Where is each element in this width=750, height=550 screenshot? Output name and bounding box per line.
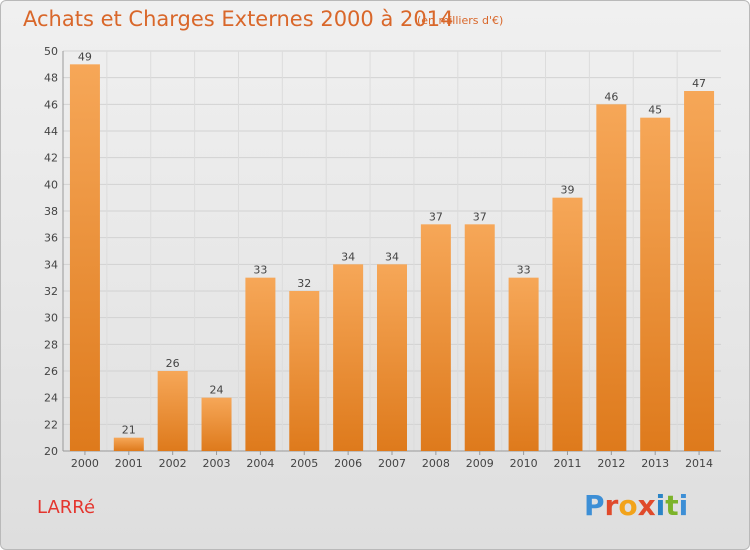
y-tick-label: 42 [44,152,58,165]
data-label-2005: 32 [297,277,311,290]
commune-name: LARRé [37,497,96,518]
data-label-2000: 49 [78,50,92,63]
logo-letter: P [584,489,605,522]
y-tick-label: 50 [44,45,58,58]
x-tick-label-2009: 2009 [466,457,494,470]
bar-2012[interactable] [596,104,627,451]
x-tick-label-2004: 2004 [246,457,274,470]
x-tick-label-2001: 2001 [115,457,143,470]
y-tick-label: 28 [44,338,58,351]
data-label-2014: 47 [692,77,706,90]
logo-letter: o [618,489,638,522]
bar-2014[interactable] [684,91,715,451]
bar-2009[interactable] [464,224,495,451]
x-tick-label-2010: 2010 [510,457,538,470]
x-tick-label-2008: 2008 [422,457,450,470]
data-label-2003: 24 [210,384,224,397]
x-tick-label-2007: 2007 [378,457,406,470]
bar-2013[interactable] [640,117,671,452]
data-label-2002: 26 [166,357,180,370]
y-tick-label: 44 [44,125,58,138]
bar-2005[interactable] [289,291,320,451]
chart-title: Achats et Charges Externes 2000 à 2014 [23,7,454,31]
x-tick-label-2011: 2011 [553,457,581,470]
data-label-2007: 34 [385,250,399,263]
bar-2007[interactable] [377,264,407,451]
data-label-2012: 46 [604,90,618,103]
y-tick-label: 32 [44,285,58,298]
x-tick-label-2000: 2000 [71,457,99,470]
y-tick-label: 34 [44,258,58,271]
x-tick-label-2014: 2014 [685,457,713,470]
bar-chart: 20 22 24 26 28 30 32 34 36 38 40 42 44 46 48 50 2000 2001… [44,45,721,470]
data-label-2006: 34 [341,250,355,263]
axes: 20 22 24 26 28 30 32 34 36 38 40 42 44 46 48 50 2000 2001… [44,45,721,470]
bars [69,64,715,452]
bar-2003[interactable] [201,397,232,451]
x-tick-label-2012: 2012 [597,457,625,470]
y-tick-label: 36 [44,232,58,245]
logo-letter: i [655,489,666,522]
x-tick-label-2002: 2002 [159,457,187,470]
x-tick-label-2003: 2003 [203,457,231,470]
x-tick-label-2013: 2013 [641,457,669,470]
bar-2006[interactable] [333,264,364,451]
logo-letter: r [604,489,619,522]
bar-2011[interactable] [552,197,583,451]
data-labels: 49 21 26 24 33 32 34 34 37 37 33 39 46 45 47 [78,50,706,436]
logo-letter: x [637,489,656,522]
data-label-2010: 33 [517,264,531,277]
y-tick-label: 30 [44,312,58,325]
bar-2004[interactable] [245,277,276,451]
data-label-2004: 33 [253,264,267,277]
y-tick-label: 40 [44,178,58,191]
y-tick-label: 46 [44,98,58,111]
x-tick-label-2005: 2005 [290,457,318,470]
data-label-2008: 37 [429,210,443,223]
logo-letter: t [665,489,679,522]
bar-2008[interactable] [420,224,451,451]
bar-2010[interactable] [508,277,539,451]
y-tick-label: 20 [44,445,58,458]
y-tick-label: 26 [44,365,58,378]
bar-2002[interactable] [157,371,188,451]
data-label-2009: 37 [473,210,487,223]
y-tick-label: 38 [44,205,58,218]
y-tick-label: 48 [44,72,58,85]
bar-2001[interactable] [113,437,144,451]
y-tick-label: 22 [44,418,58,431]
proxiti-logo[interactable]: Proxiti [584,489,688,522]
data-label-2011: 39 [560,184,574,197]
bar-2000[interactable] [69,64,100,452]
y-tick-label: 24 [44,392,58,405]
logo-letter: i [678,489,689,522]
x-tick-label-2006: 2006 [334,457,362,470]
chart-unit-note: (en milliers d'€) [417,14,504,27]
data-label-2013: 45 [648,104,662,117]
data-label-2001: 21 [122,424,136,437]
